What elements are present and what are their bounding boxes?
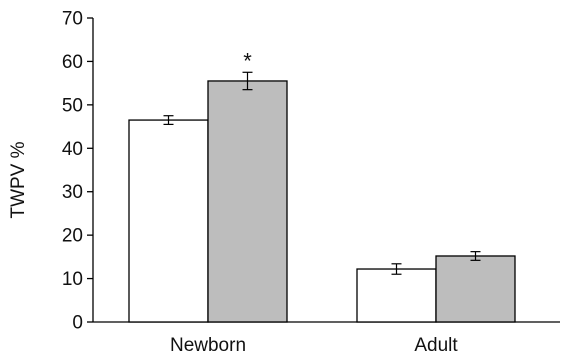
x-category-label: Adult xyxy=(414,335,458,356)
y-tick-label: 60 xyxy=(62,52,83,73)
labels: 0 10 20 30 40 50 60 70 Newborn Adult * xyxy=(62,9,459,356)
x-category-label: Newborn xyxy=(170,335,246,356)
y-tick-label: 40 xyxy=(62,139,83,160)
y-tick-label: 10 xyxy=(62,269,83,290)
significance-marker: * xyxy=(243,48,252,73)
y-tick-label: 30 xyxy=(62,182,83,203)
bars xyxy=(128,71,516,323)
y-tick-label: 70 xyxy=(62,9,83,30)
y-tick-label: 0 xyxy=(72,313,83,334)
y-tick-label: 50 xyxy=(62,95,83,116)
y-tick-label: 20 xyxy=(62,226,83,247)
bar xyxy=(128,119,209,323)
bar xyxy=(435,255,516,323)
y-axis-title: TWPV % xyxy=(8,141,29,218)
bar xyxy=(356,268,437,323)
bar xyxy=(207,80,288,323)
